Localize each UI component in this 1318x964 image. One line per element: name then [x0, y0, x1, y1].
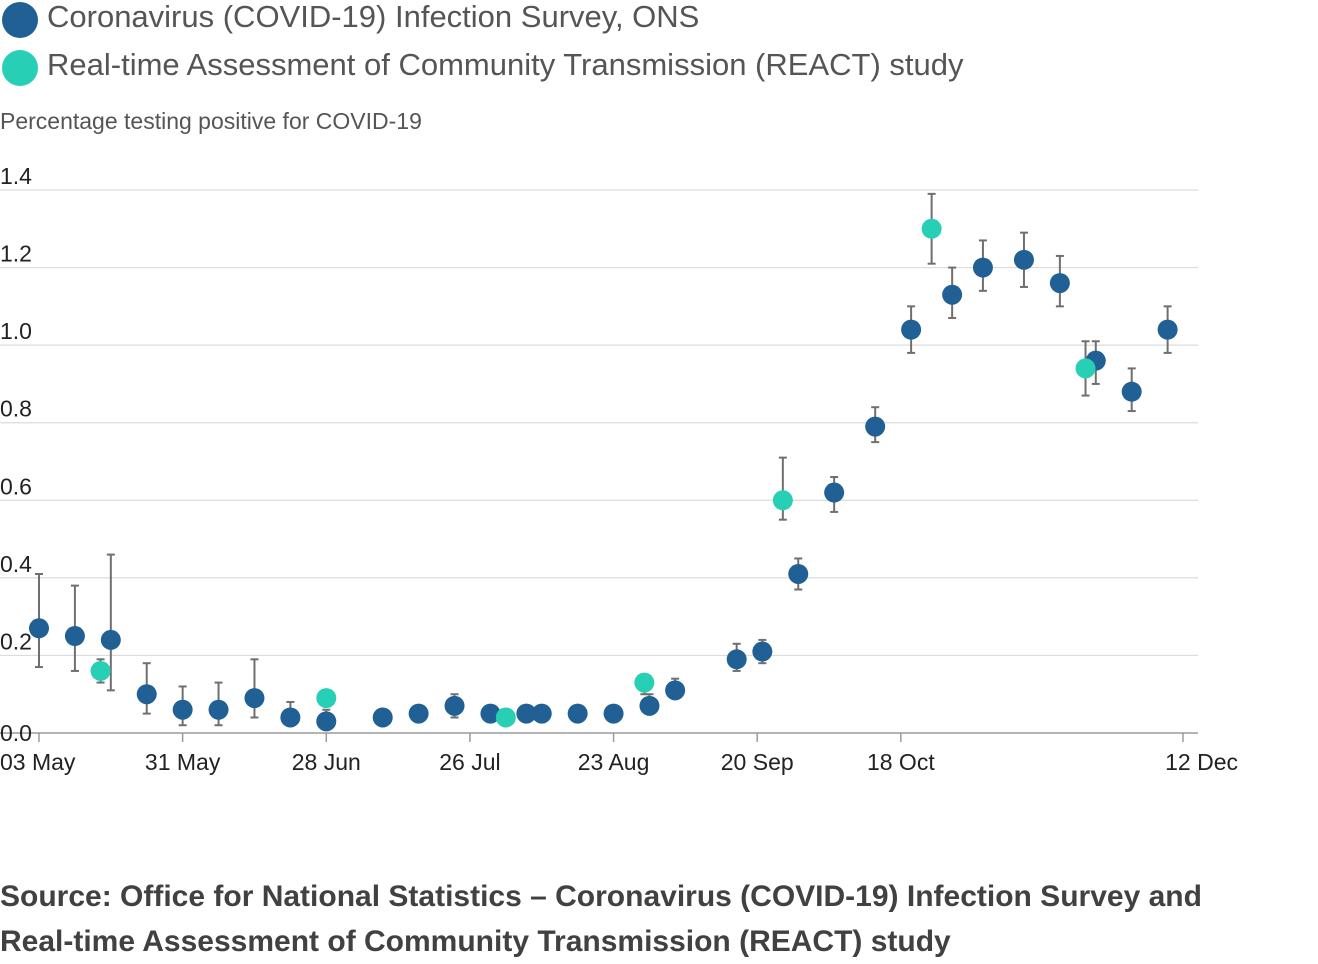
ons-data-point: [788, 563, 809, 584]
x-tick-label: 03 May: [0, 749, 76, 775]
ons-data-point: [408, 703, 429, 724]
y-tick-label: 0.2: [0, 628, 32, 654]
ons-data-point: [639, 695, 660, 716]
ons-data-point: [244, 688, 265, 709]
ons-data-point: [1013, 249, 1034, 270]
source-note: Source: Office for National Statistics –…: [0, 874, 1318, 964]
react-data-point: [921, 218, 942, 239]
ons-data-point: [726, 649, 747, 670]
ons-data-point: [208, 699, 229, 720]
ons-data-point: [316, 711, 337, 732]
x-tick-label: 20 Sep: [721, 749, 794, 775]
x-tick-label: 31 May: [145, 749, 221, 775]
x-tick-label: 18 Oct: [867, 749, 935, 775]
ons-data-point: [752, 641, 773, 662]
ons-data-point: [901, 319, 922, 340]
y-tick-label: 1.2: [0, 241, 32, 267]
legend-swatch-react: [2, 50, 38, 86]
react-data-point: [772, 490, 793, 511]
ons-data-point: [480, 703, 501, 724]
ons-data-point: [444, 695, 465, 716]
source-line-2: Real-time Assessment of Community Transm…: [0, 925, 951, 958]
source-line-1: Source: Office for National Statistics –…: [0, 880, 1202, 913]
ons-data-point: [1157, 319, 1178, 340]
react-data-point: [90, 660, 111, 681]
x-tick-label: 26 Jul: [439, 749, 500, 775]
ons-data-point: [372, 707, 393, 728]
y-axis-title: Percentage testing positive for COVID-19: [0, 108, 422, 134]
ons-data-point: [1049, 273, 1070, 294]
x-tick-label: 23 Aug: [578, 749, 650, 775]
ons-data-point: [516, 703, 537, 724]
ons-data-point: [603, 703, 624, 724]
y-tick-label: 1.4: [0, 163, 32, 189]
ons-data-point: [665, 680, 686, 701]
ons-data-point: [531, 703, 552, 724]
ons-data-point: [172, 699, 193, 720]
legend-label-react: Real-time Assessment of Community Transm…: [47, 47, 964, 82]
legend-swatch-ons: [2, 2, 38, 38]
ons-data-point: [865, 416, 886, 437]
react-data-point: [1075, 358, 1096, 379]
ons-data-point: [972, 257, 993, 278]
ons-data-point: [280, 707, 301, 728]
ons-data-point: [64, 626, 85, 647]
ons-data-point: [942, 284, 963, 305]
y-tick-label: 0.4: [0, 551, 32, 577]
ons-data-point: [824, 482, 845, 503]
scatter-chart: 0.2 0.4 0.6 0.8 1.0 1.2 1.4 0.0 03 May 31 May 28 J…: [0, 163, 1238, 775]
legend-label-ons: Coronavirus (COVID-19) Infection Survey,…: [47, 0, 700, 34]
y-tick-label: 0.8: [0, 396, 32, 422]
ons-data-point: [29, 618, 49, 639]
react-data-point: [634, 672, 655, 693]
ons-data-point: [100, 629, 121, 650]
x-tick-label: 12 Dec: [1165, 749, 1238, 775]
ons-data-point: [567, 703, 588, 724]
y-tick-label: 1.0: [0, 318, 32, 344]
react-data-point: [316, 688, 337, 709]
x-tick-label: 28 Jun: [292, 749, 361, 775]
ons-data-point: [1121, 381, 1142, 402]
ons-data-point: [136, 684, 157, 705]
react-data-point: [495, 707, 516, 728]
y-tick-label: 0.6: [0, 473, 32, 499]
y-tick-label: 0.0: [0, 720, 32, 746]
